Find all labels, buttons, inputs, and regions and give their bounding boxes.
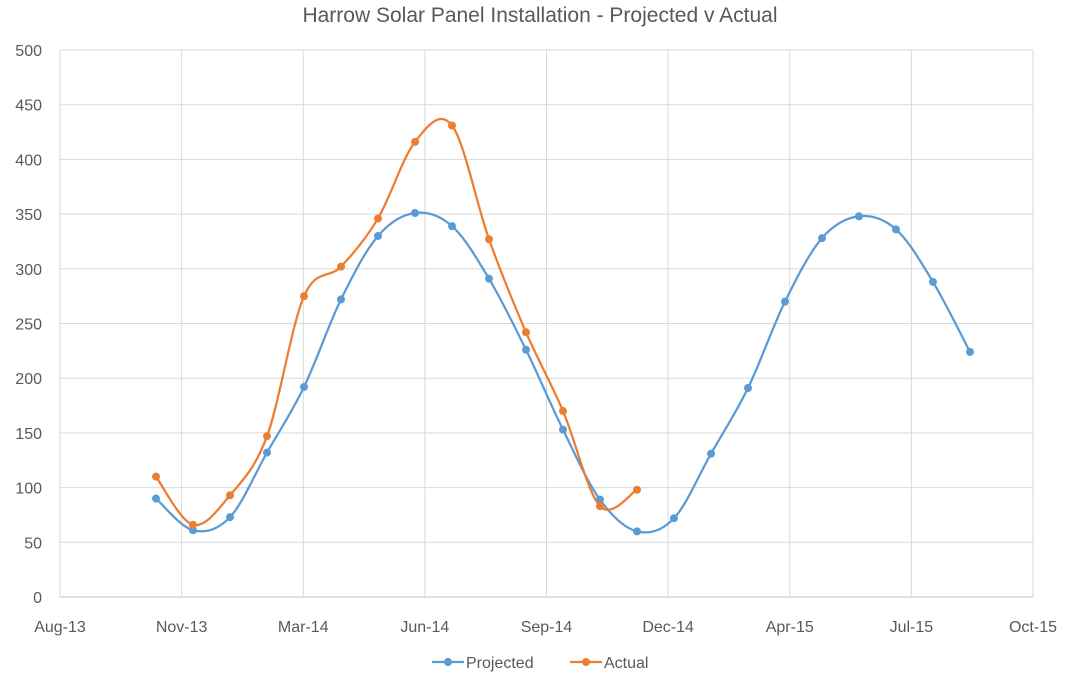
y-tick-label: 250	[15, 317, 42, 334]
projected-point	[337, 295, 345, 304]
y-axis: 0 50 100 150 200 250 300 350 400 450 500	[15, 43, 42, 607]
legend-item-actual: Actual	[570, 655, 648, 672]
projected-point	[781, 297, 789, 306]
x-tick-label: Dec-14	[642, 619, 694, 636]
projected-point	[818, 234, 826, 243]
actual-point	[522, 328, 530, 337]
x-tick-label: Aug-13	[34, 619, 86, 636]
legend-label: Projected	[466, 655, 534, 672]
projected-point	[855, 212, 863, 221]
actual-point	[337, 262, 345, 271]
actual-point	[596, 502, 604, 511]
y-tick-label: 300	[15, 262, 42, 279]
x-tick-label: Apr-15	[766, 619, 814, 636]
chart-title: Harrow Solar Panel Installation - Projec…	[302, 4, 777, 27]
projected-point	[263, 448, 271, 457]
actual-point	[559, 407, 567, 416]
legend-marker-icon	[582, 658, 590, 666]
y-tick-label: 450	[15, 98, 42, 115]
actual-point	[633, 485, 641, 494]
x-tick-label: Oct-15	[1009, 619, 1057, 636]
x-axis: Aug-13 Nov-13 Mar-14 Jun-14 Sep-14 Dec-14 Apr-…	[34, 619, 1057, 636]
series-actual	[152, 117, 641, 529]
x-tick-label: Sep-14	[521, 619, 573, 636]
projected-point	[522, 345, 530, 354]
projected-point	[707, 449, 715, 458]
projected-point	[152, 494, 160, 503]
y-tick-label: 100	[15, 481, 42, 498]
y-tick-label: 0	[33, 590, 42, 607]
actual-point	[374, 214, 382, 223]
legend-item-projected: Projected	[432, 655, 534, 672]
x-tick-label: Jul-15	[890, 619, 934, 636]
legend-label: Actual	[604, 655, 648, 672]
y-tick-label: 350	[15, 207, 42, 224]
actual-point	[485, 235, 493, 244]
legend: Projected Actual	[432, 655, 648, 672]
actual-point	[300, 292, 308, 301]
projected-point	[411, 209, 419, 218]
x-tick-label: Jun-14	[400, 619, 449, 636]
y-tick-label: 400	[15, 152, 42, 169]
projected-point	[966, 347, 974, 356]
projected-point	[300, 382, 308, 391]
y-tick-label: 200	[15, 371, 42, 388]
x-tick-label: Mar-14	[278, 619, 329, 636]
y-tick-label: 150	[15, 426, 42, 443]
projected-point	[744, 384, 752, 393]
actual-point	[263, 432, 271, 441]
series-group	[152, 117, 974, 536]
actual-point	[411, 137, 419, 146]
projected-point	[189, 526, 197, 535]
projected-point	[448, 222, 456, 231]
projected-point	[226, 513, 234, 522]
gridlines	[59, 49, 1034, 598]
projected-point	[596, 495, 604, 504]
projected-point	[670, 514, 678, 523]
projected-point	[374, 231, 382, 240]
series-projected	[152, 209, 974, 536]
projected-point	[485, 274, 493, 283]
x-tick-label: Nov-13	[156, 619, 208, 636]
actual-point	[189, 520, 197, 529]
projected-line	[155, 211, 971, 534]
actual-point	[448, 121, 456, 130]
projected-point	[929, 277, 937, 286]
projected-point	[633, 527, 641, 536]
projected-point	[559, 425, 567, 434]
actual-point	[152, 472, 160, 481]
legend-marker-icon	[444, 658, 452, 666]
actual-line	[155, 117, 638, 527]
y-tick-label: 50	[24, 535, 42, 552]
actual-point	[226, 491, 234, 500]
projected-point	[892, 225, 900, 234]
y-tick-label: 500	[15, 43, 42, 60]
